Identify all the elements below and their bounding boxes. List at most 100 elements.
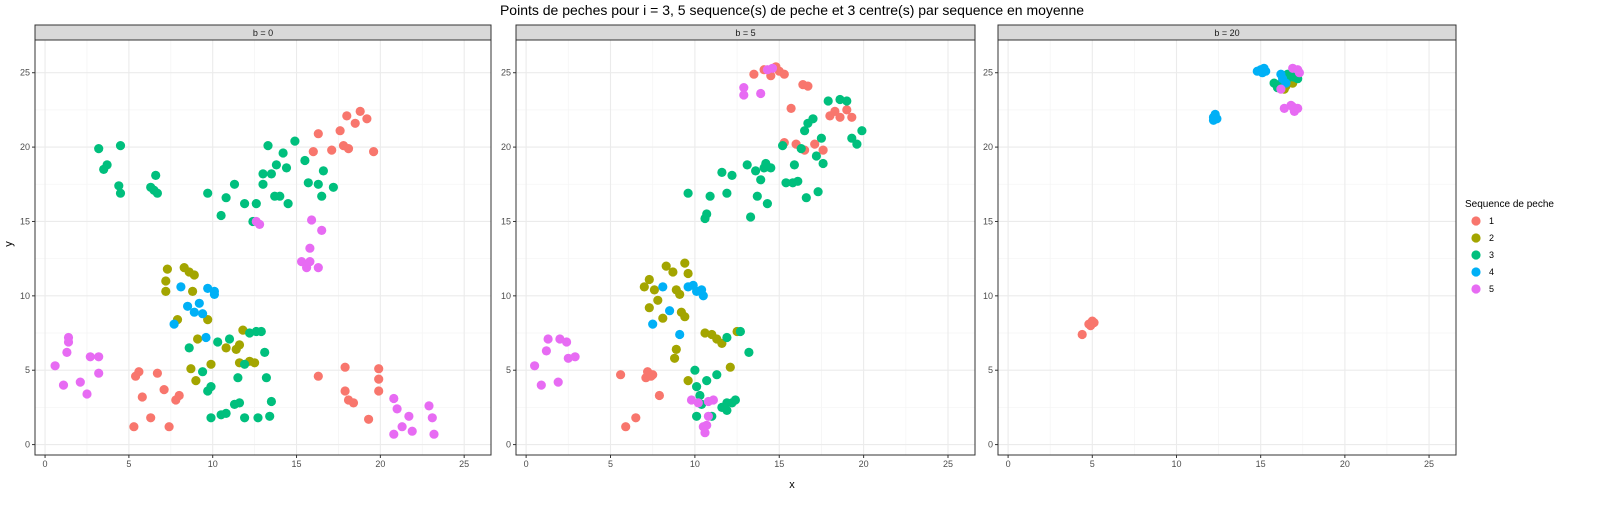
panel-background (516, 40, 975, 455)
legend-entry-1: 1 (1471, 216, 1494, 226)
x-tick-label: 25 (943, 459, 953, 469)
data-point (328, 182, 338, 192)
data-point (680, 312, 690, 322)
data-point (808, 114, 818, 124)
data-point (389, 393, 399, 404)
data-point (94, 352, 104, 362)
data-point (342, 111, 352, 121)
data-point (209, 286, 219, 296)
data-point (835, 112, 845, 122)
data-point (82, 389, 92, 399)
data-point (50, 361, 60, 371)
data-point (303, 178, 313, 188)
x-tick-label: 5 (126, 459, 131, 469)
y-tick-label: 5 (25, 365, 30, 375)
legend-key (1471, 267, 1481, 277)
data-point (692, 382, 702, 392)
data-point (343, 144, 354, 154)
data-point (800, 126, 810, 136)
data-point (198, 367, 208, 377)
data-point (813, 187, 823, 197)
data-point (693, 398, 703, 408)
data-point (224, 334, 235, 344)
data-point (313, 371, 323, 381)
data-point (702, 420, 712, 430)
data-point (744, 347, 754, 357)
facet-panel-1: b = 0 0 5 10 15 20 25 0 5 10 15 20 25 (20, 24, 492, 469)
data-point (793, 176, 803, 186)
data-point (194, 298, 204, 308)
data-point (94, 144, 104, 154)
data-point (115, 141, 126, 151)
data-point (847, 112, 857, 122)
data-point (256, 326, 266, 337)
data-point (213, 337, 223, 347)
data-point (275, 191, 285, 201)
y-tick-label: 15 (501, 216, 511, 226)
x-tick-label: 5 (608, 459, 613, 469)
facet-strip-label: b = 20 (1214, 28, 1239, 38)
data-point (683, 376, 693, 386)
data-point (193, 334, 203, 344)
data-point (654, 390, 665, 401)
data-point (313, 263, 323, 273)
data-point (389, 429, 399, 439)
data-point (114, 181, 124, 191)
data-point (240, 413, 250, 423)
data-point (350, 118, 360, 128)
data-point (290, 136, 300, 146)
data-point (786, 103, 796, 113)
data-point (735, 326, 746, 337)
data-point (281, 163, 292, 173)
data-point (129, 422, 139, 432)
legend-entry-2: 2 (1471, 233, 1494, 243)
chart-title: Points de peches pour i = 3, 5 sequence(… (500, 2, 1084, 18)
data-point (240, 359, 250, 369)
data-point (766, 163, 776, 173)
y-tick-label: 25 (20, 68, 30, 78)
data-point (778, 141, 788, 151)
data-point (616, 370, 626, 380)
data-point (762, 199, 773, 209)
data-point (348, 398, 359, 408)
data-point (335, 126, 345, 136)
data-point (164, 422, 174, 432)
y-tick-label: 10 (501, 291, 511, 301)
data-point (562, 337, 572, 347)
data-point (1208, 115, 1219, 125)
data-point (278, 148, 288, 158)
data-point (266, 169, 276, 179)
data-point (424, 401, 434, 411)
data-point (621, 422, 631, 432)
data-point (161, 276, 171, 286)
data-point (756, 175, 766, 185)
legend-label: 1 (1489, 216, 1494, 226)
panel-background (998, 40, 1456, 455)
legend-label: 4 (1489, 267, 1494, 277)
data-point (152, 368, 162, 378)
data-point (240, 199, 250, 209)
data-point (260, 347, 270, 357)
data-point (690, 365, 700, 375)
data-point (648, 370, 658, 380)
y-tick-label: 0 (506, 440, 511, 450)
data-point (263, 141, 273, 151)
x-tick-label: 0 (43, 459, 48, 469)
data-point (670, 353, 680, 363)
series-3 (683, 94, 867, 421)
x-tick-label: 0 (524, 459, 529, 469)
data-point (692, 411, 702, 421)
data-point (857, 126, 867, 136)
data-point (803, 81, 813, 91)
data-point (397, 422, 407, 432)
y-tick-label: 5 (988, 365, 993, 375)
data-point (258, 179, 268, 189)
data-point (816, 133, 827, 143)
data-point (705, 191, 715, 201)
data-point (683, 188, 693, 198)
data-point (261, 373, 271, 383)
data-point (313, 129, 323, 139)
data-point (1276, 84, 1286, 94)
data-point (648, 319, 658, 329)
